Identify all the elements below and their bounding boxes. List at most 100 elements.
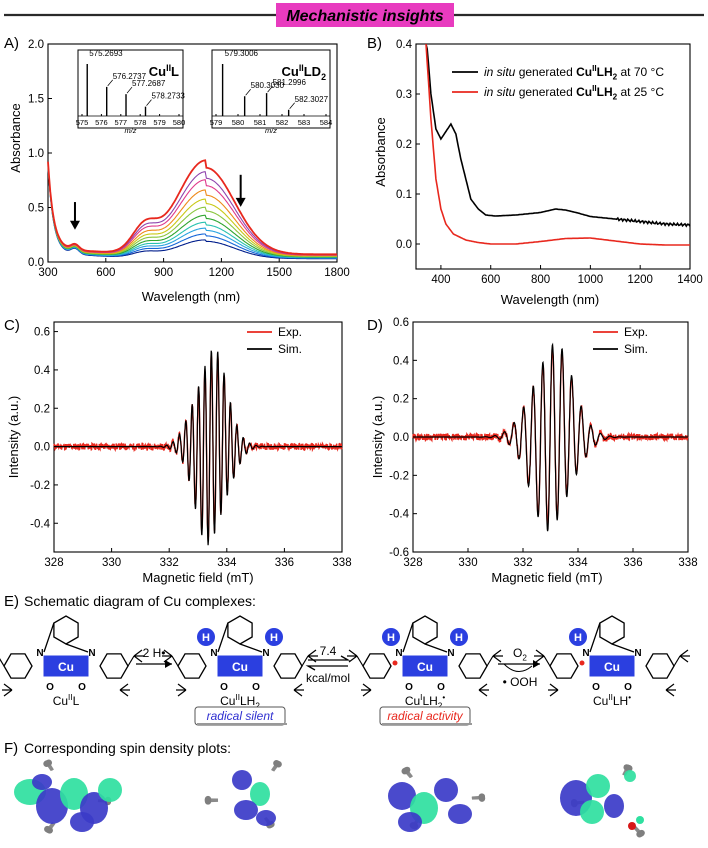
bond [486,655,494,667]
spin-density-lobe [448,804,472,824]
tert-butyl [293,683,304,697]
chart-b-legend-label-part-3: II [592,64,597,73]
chart-c-xtick-label: 328 [44,557,63,569]
chart-a-arrow-head [235,197,246,207]
chart-c-frame [53,321,343,553]
spin-density-lobe [256,810,276,826]
banner-background [276,3,454,27]
chart-b-legend-label-part-4: LH [597,85,613,99]
tag-shadow [197,723,287,725]
inset-compound-label-part-0: Cu [281,64,298,79]
molecule-label: CuILH2• [405,693,446,710]
chart-b-xlabel: Wavelength (nm) [501,292,600,307]
chart-a-series-line [47,163,337,258]
carbon-atom [204,795,212,803]
molecule-label-part-0: Cu [405,694,420,708]
chart-b-legend-label-part-5: 2 [613,73,618,82]
cu-label: Cu [232,660,248,674]
chart-c-xtick-label: 330 [102,557,121,569]
inset-xlabel: m/z [124,126,136,135]
tert-butyl [133,649,144,663]
molecule-label-part-0: Cu [53,694,68,708]
tert-butyl [534,649,545,663]
chart-c-ytick-label: -0.2 [30,480,50,492]
bond [301,655,309,667]
panel-label-e: E) [4,593,19,610]
chart-b-absorbance: Absorbance Wavelength (nm) 400 600 800 1000… [373,39,703,307]
h-atom-circle [265,628,283,646]
chart-a-xtick-label: 600 [96,267,115,279]
h-atom-circle [569,628,587,646]
h-atom-circle [382,628,400,646]
inset-leader [245,89,251,96]
spin-density-lobe [624,770,636,782]
chart-c-epr: Intensity (a.u.) Magnetic field (mT) 328… [6,321,352,585]
inset-tick-label: 580 [232,118,245,127]
inset-compound-label-part-2: L [171,64,179,79]
molecule-label-part-3: • [628,693,631,702]
chart-b-legend-label-part-1: generated [515,65,576,79]
step3-reagent-part-0: O [513,646,522,660]
chart-b-xtick-label: 600 [481,274,500,286]
h-atom-label: H [387,632,395,644]
chart-b-ytick-label: 0.0 [396,239,412,251]
molecule-label-part-3: 2 [438,702,443,711]
chart-b-legend-label-part-3: II [592,84,597,93]
spin-density-plots: Corresponding spin density plots: [14,740,645,838]
chart-d-ytick-label: 0.6 [393,317,409,329]
h-atom-label: H [574,632,582,644]
cu-label: Cu [604,660,620,674]
spin-density-plot-1 [14,759,122,834]
o-atom-left: O [405,682,413,693]
radical-dot [579,660,585,666]
molecule-label: CuIIL [53,693,80,708]
molecule-label-part-2: LH [240,694,255,708]
chart-b-legend-label-part-0: in situ [484,65,516,79]
chart-b-legend-label-part-1: generated [515,85,576,99]
bond [589,622,635,653]
spin-density-lobe [232,770,252,790]
chart-a-ytick-label: 1.5 [28,94,44,106]
molecule-label-part-0: Cu [220,694,235,708]
chart-c-legend-label: Exp. [278,325,302,339]
chart-a-series-line [47,164,337,258]
chart-b-xtick-label: 400 [431,274,450,286]
inset-tick-label: 583 [298,118,311,127]
molecule-label-part-2: L [73,694,80,708]
phenol-ring [3,653,33,679]
chart-d-ytick-label: 0.0 [393,432,409,444]
molecule-label-part-1: II [235,693,240,702]
cu-box [43,655,89,677]
tag-shadow [382,723,472,725]
chart-b-legend-label-part-6: at 25 °C [617,85,664,99]
oxygen-atom-spin [636,816,644,824]
chart-b-xtick-label: 800 [531,274,550,286]
inset-tick-label: 577 [115,118,128,127]
spin-density-lobe [32,774,52,790]
inset-tick-label: 575 [76,118,89,127]
chart-b-xtick-label: 1400 [677,274,703,286]
tert-butyl [665,683,676,697]
step3-reagent: O2 [513,646,527,663]
spin-density-lobe [434,778,458,802]
bond [127,655,135,667]
carbon-atom [44,825,51,833]
chart-c-xtick-label: 338 [332,557,351,569]
carbon-atom [45,759,53,766]
banner: Mechanistic insights [4,3,704,27]
chart-b-legend-label-part-2: Cu [576,85,592,99]
inset-tick-label: 582 [276,118,289,127]
chart-b-ytick-label: 0.1 [396,189,412,201]
inset-peak-label: 576.2737 [113,72,147,81]
molecule-label-part-0: Cu [593,694,608,708]
inset-xlabel: m/z [265,126,277,135]
o-atom-right: O [437,682,445,693]
inset-frame [211,49,331,129]
carbon-atom [636,831,643,838]
spin-density-plot-2 [204,760,282,829]
benzene-ring [227,615,253,645]
phenol-ring [273,653,303,679]
chart-b-legend-label: in situ generated CuIILH2 at 70 °C [484,64,664,81]
